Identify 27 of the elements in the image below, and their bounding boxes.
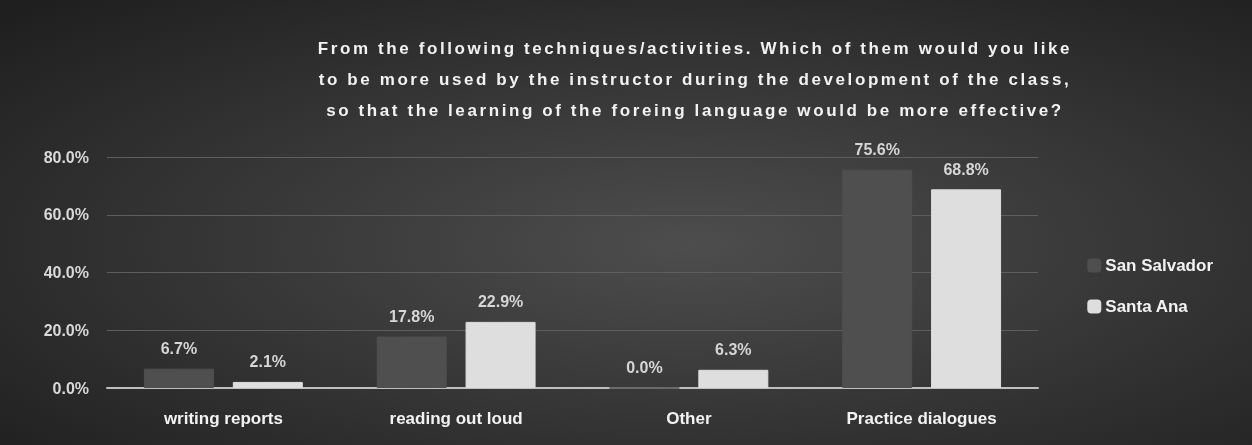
data-label: 22.9% (477, 293, 524, 311)
y-tick-label: 0.0% (52, 379, 89, 397)
y-tick-label: 60.0% (43, 206, 89, 224)
bar (143, 368, 214, 388)
y-tick-label: 80.0% (43, 148, 89, 166)
bar (376, 336, 447, 388)
data-label: 6.7% (160, 340, 198, 358)
bar (465, 321, 536, 388)
x-tick-label: reading out loud (389, 409, 523, 428)
x-tick-label: writing reports (162, 409, 283, 428)
x-tick-label: Practice dialogues (846, 409, 997, 428)
legend-label: San Salvador (1105, 256, 1214, 275)
x-tick-label: Other (666, 409, 712, 428)
data-label: 6.3% (715, 341, 752, 359)
chart-title: From the following techniques/activities. Which of them would you like to be more used by the instructor during the development of the class, so that the learning of the foreing language would be more effective? (316, 38, 1074, 122)
data-label: 0.0% (626, 359, 663, 376)
bar (232, 381, 303, 388)
y-tick-label: 20.0% (43, 321, 89, 339)
bar (842, 169, 913, 388)
legend-label: Santa Ana (1105, 297, 1189, 316)
data-label: 17.8% (388, 308, 435, 326)
bar (698, 369, 769, 388)
data-label: 75.6% (854, 141, 900, 159)
bar (931, 189, 1002, 388)
y-tick-label: 40.0% (43, 264, 89, 281)
data-label: 2.1% (249, 353, 287, 371)
data-label: 68.8% (943, 160, 989, 178)
